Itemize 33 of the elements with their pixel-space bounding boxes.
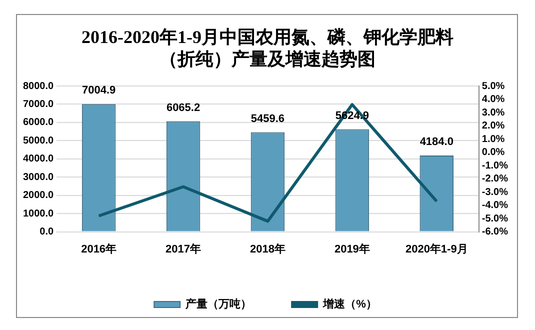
y2-tick-label: -3.0% — [482, 186, 508, 198]
chart-title: 2016-2020年1-9月中国农用氮、磷、钾化学肥料（折纯）产量及增速趋势图 — [80, 26, 454, 70]
data-label: 5459.6 — [250, 112, 285, 125]
y2-tick-label: 0.0% — [482, 147, 505, 158]
x-tick-label: 2019年 — [334, 242, 370, 256]
legend-label: 产量（万吨） — [184, 298, 252, 311]
y2-tick-label: 4.0% — [482, 94, 505, 106]
y2-tick-label: -4.0% — [482, 200, 508, 212]
y2-tick-label: 3.0% — [482, 107, 505, 118]
x-tick-label: 2020年1-9月 — [405, 242, 468, 256]
y2-tick-label: 2.0% — [482, 120, 505, 132]
y-tick-label: 8000.0 — [22, 80, 54, 92]
y-tick-label: 5000.0 — [22, 135, 54, 146]
y2-tick-label: -2.0% — [482, 174, 508, 185]
y-tick-label: 1000.0 — [22, 208, 54, 220]
y-tick-label: 7000.0 — [22, 98, 54, 110]
y-tick-label: 2000.0 — [22, 190, 54, 202]
y2-tick-label: 5.0% — [482, 80, 505, 92]
legend-label: 增速（%） — [322, 298, 377, 311]
y-tick-label: 4000.0 — [22, 154, 54, 165]
y-tick-label: 0.0 — [40, 226, 54, 238]
y-tick-label: 3000.0 — [22, 172, 54, 183]
y2-tick-label: -6.0% — [482, 226, 508, 238]
x-tick-label: 2016年 — [81, 242, 117, 256]
data-label: 7004.9 — [82, 84, 116, 97]
y2-tick-label: -5.0% — [482, 213, 508, 224]
y2-tick-label: -1.0% — [482, 160, 508, 172]
x-tick-label: 2018年 — [250, 242, 286, 256]
x-tick-label: 2017年 — [166, 242, 202, 256]
data-label: 4184.0 — [420, 136, 454, 148]
y-tick-label: 6000.0 — [22, 117, 54, 128]
y2-tick-label: 1.0% — [482, 134, 505, 145]
data-label: 6065.2 — [166, 102, 200, 114]
